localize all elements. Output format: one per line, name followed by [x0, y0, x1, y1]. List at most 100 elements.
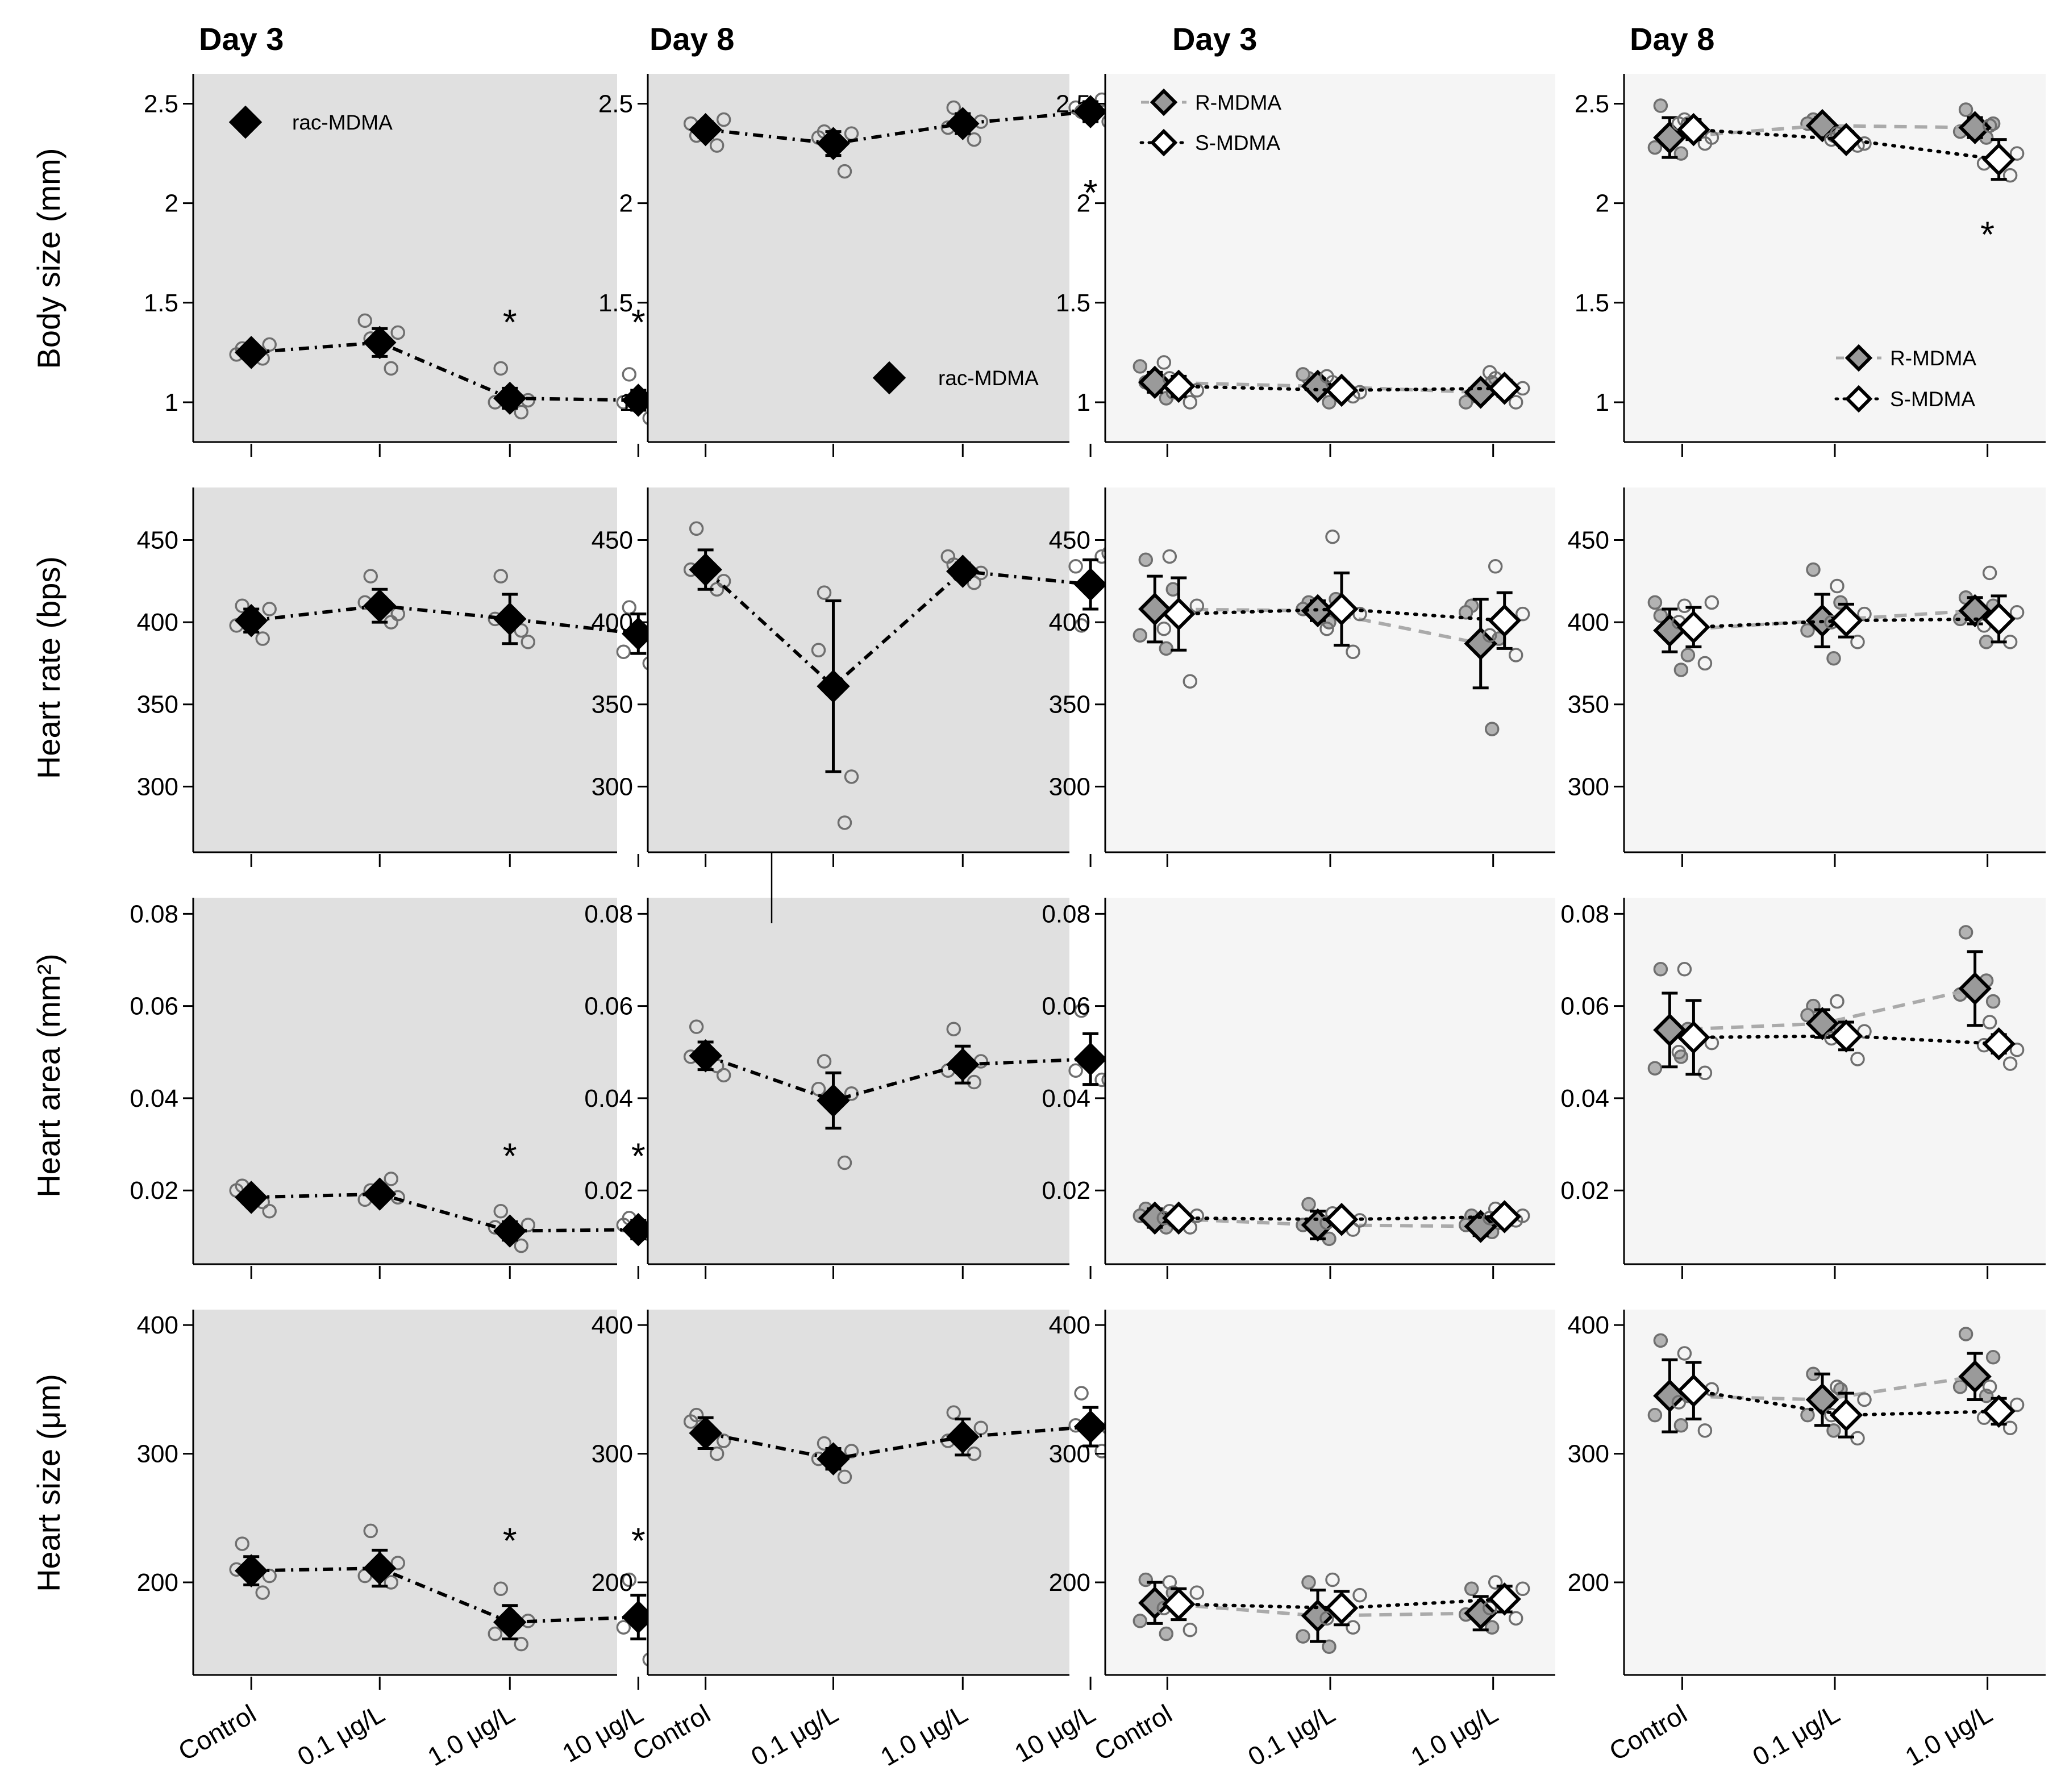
replicate-point — [2002, 1420, 2018, 1436]
y-tick-label: 0.02 — [1042, 1177, 1090, 1205]
significance-star: * — [631, 1520, 646, 1561]
mean-marker — [1677, 610, 1710, 644]
replicate-point — [1325, 1572, 1340, 1587]
series-line — [1155, 1601, 1481, 1618]
replicate-point — [1488, 1575, 1503, 1590]
replicate-point — [1484, 1620, 1500, 1635]
replicate-point — [2009, 1397, 2025, 1412]
replicate-point — [521, 1218, 536, 1232]
replicate-point — [1183, 395, 1198, 410]
mean-marker — [1073, 1042, 1107, 1076]
replicate-point — [1985, 1350, 2001, 1365]
significance-star: * — [503, 1520, 517, 1561]
replicate-point — [514, 623, 529, 638]
y-tick-label: 350 — [1568, 691, 1609, 719]
series-rac-mdma — [229, 1172, 664, 1256]
replicate-point — [1647, 1061, 1663, 1076]
series-line — [1155, 1216, 1481, 1228]
y-tick-label: 2.5 — [1056, 90, 1090, 118]
replicate-point — [1952, 1380, 1968, 1394]
replicate-point — [1833, 595, 1848, 610]
mean-marker — [946, 1048, 980, 1081]
replicate-point — [967, 575, 982, 590]
y-tick-label: 200 — [1568, 1569, 1609, 1597]
x-tick-label-1-0-g-l: 1.0 μg/L — [422, 1699, 519, 1772]
y-tick-label: 300 — [137, 1440, 178, 1468]
series-r-mdma — [1132, 552, 1506, 736]
mean-marker — [1677, 1374, 1710, 1407]
replicate-point — [1132, 359, 1148, 374]
replicate-point — [2009, 605, 2025, 620]
replicate-point — [255, 1585, 270, 1600]
replicate-point — [1508, 395, 1523, 410]
y-tick-label: 400 — [1568, 609, 1609, 636]
y-tick-label: 350 — [137, 691, 178, 719]
panel-rac-day3-heart-area: 0.02 0.04 0.06 0.08 * * — [130, 898, 664, 1279]
mean-marker — [1982, 1394, 2016, 1428]
mean-marker — [363, 326, 397, 360]
replicate-point — [946, 100, 961, 115]
mean-marker — [1325, 592, 1359, 626]
replicate-point — [1346, 644, 1360, 659]
panel-enantiomer-day3-heart-size: 200 300 400 Control 0.1 μg/L 1.0 μg/L — [1049, 1310, 1555, 1772]
y-tick-label: 300 — [137, 773, 178, 801]
mean-marker — [1982, 143, 2016, 176]
mean-marker — [1162, 369, 1196, 403]
replicate-point — [1484, 722, 1500, 736]
replicate-point — [817, 1436, 832, 1451]
replicate-point — [262, 337, 277, 352]
replicate-point — [1982, 1380, 1997, 1394]
replicate-point — [622, 600, 637, 615]
mean-marker — [1325, 1203, 1359, 1236]
replicate-point — [262, 1203, 277, 1219]
mean-marker — [493, 1214, 527, 1248]
y-tick-label: 1.5 — [598, 289, 633, 317]
series-r-mdma — [1647, 925, 2001, 1076]
series-s-mdma — [1156, 1572, 1530, 1637]
x-tick-label-control: Control — [1604, 1699, 1692, 1766]
mean-marker — [1829, 123, 1863, 156]
column-title-rac-day3: Day 3 — [199, 21, 284, 57]
replicate-point — [1826, 1423, 1841, 1438]
replicate-point — [1653, 962, 1668, 977]
replicate-point — [716, 112, 731, 127]
replicate-point — [837, 815, 852, 830]
y-tick-label: 0.04 — [130, 1085, 178, 1112]
y-tick-label: 450 — [592, 527, 633, 555]
replicate-point — [493, 1203, 509, 1219]
replicate-point — [1677, 598, 1692, 613]
replicate-point — [1138, 552, 1154, 567]
panel-rac-day3-heart-size: 200 300 400 Control 0.1 μg/L 1.0 μg/L 10 μg/L *… — [137, 1310, 664, 1772]
y-tick-label: 200 — [592, 1569, 633, 1597]
legend: R-MDMA S-MDMA — [1139, 88, 1281, 157]
x-tick-label-10-g-l: 10 μg/L — [557, 1699, 648, 1768]
y-tick-label: 400 — [137, 609, 178, 636]
replicate-point — [683, 1414, 698, 1429]
replicate-point — [2002, 168, 2018, 183]
series-line — [1692, 1034, 2001, 1046]
replicate-point — [1301, 1197, 1316, 1212]
replicate-point — [709, 138, 725, 153]
replicate-point — [1680, 648, 1696, 662]
replicate-point — [1671, 1045, 1687, 1060]
y-tick-label: 0.02 — [584, 1177, 633, 1205]
panel-enantiomer-day8-heart-area: 0.02 0.04 0.06 0.08 — [1560, 898, 2046, 1279]
replicate-point — [1301, 1575, 1316, 1590]
replicate-point — [1068, 1063, 1083, 1078]
column-title-enantiomer-day3: Day 3 — [1172, 21, 1257, 57]
replicate-point — [1515, 1581, 1530, 1597]
series-rac-mdma — [229, 569, 664, 671]
panel-enantiomer-day8-heart-size: 200 300 400 Control 0.1 μg/L 1.0 μg/L — [1568, 1310, 2046, 1772]
panel-background — [648, 1310, 1069, 1675]
series-line — [251, 340, 639, 402]
replicate-point — [1482, 1601, 1497, 1616]
mean-marker — [234, 604, 268, 637]
y-tick-label: 1.5 — [144, 289, 178, 317]
mean-marker — [1829, 604, 1863, 637]
legend-label: rac-MDMA — [938, 366, 1039, 390]
mean-marker — [1488, 1582, 1521, 1616]
y-tick-label: 300 — [1568, 1440, 1609, 1468]
mean-marker — [1073, 568, 1107, 601]
y-tick-label: 300 — [1568, 773, 1609, 801]
replicate-point — [384, 361, 398, 376]
